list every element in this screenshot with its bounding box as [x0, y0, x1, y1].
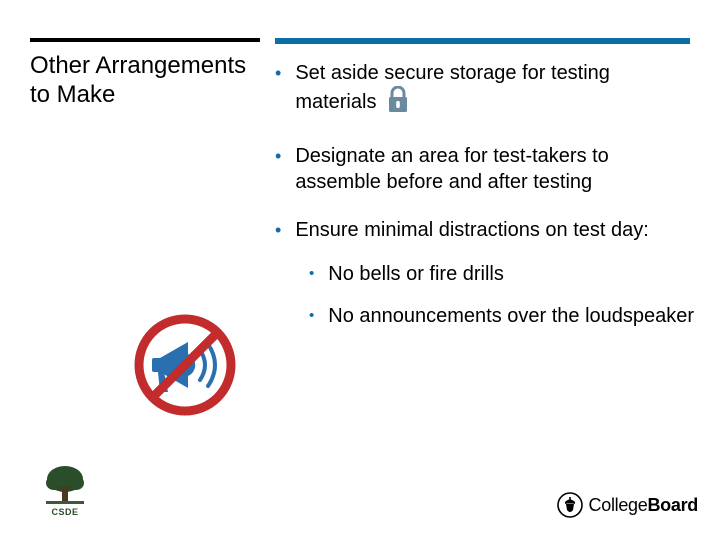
sub-bullet-item: • No bells or fire drills [309, 261, 695, 287]
divider-right [275, 38, 690, 44]
bullet-marker: • [275, 217, 281, 243]
bullet-marker: • [309, 303, 314, 329]
bullet-marker: • [309, 261, 314, 287]
bullet-item: • Designate an area for test-takers to a… [275, 143, 695, 195]
collegeboard-text: CollegeBoard [589, 495, 698, 516]
cb-prefix: College [589, 495, 648, 515]
bullet-marker: • [275, 60, 281, 86]
acorn-icon [557, 492, 583, 518]
bullet-text: Ensure minimal distractions on test day: [295, 217, 649, 243]
no-announcements-icon [130, 310, 240, 420]
bullet-marker: • [275, 143, 281, 169]
slide: Other Arrangements to Make • Set aside s… [0, 0, 720, 540]
bullet-text: Designate an area for test-takers to ass… [295, 143, 695, 195]
bullet-item: • Ensure minimal distractions on test da… [275, 217, 695, 243]
sub-bullet-list: • No bells or fire drills • No announcem… [309, 261, 695, 329]
sub-bullet-text: No announcements over the loudspeaker [328, 303, 694, 329]
bullet-label: Set aside secure storage for testing mat… [295, 62, 610, 113]
csde-logo-label: CSDE [51, 507, 78, 517]
lock-icon [386, 86, 410, 121]
sub-bullet-item: • No announcements over the loudspeaker [309, 303, 695, 329]
content-area: • Set aside secure storage for testing m… [275, 60, 695, 345]
collegeboard-logo: CollegeBoard [557, 492, 698, 518]
bullet-text: Set aside secure storage for testing mat… [295, 60, 695, 121]
slide-title: Other Arrangements to Make [30, 52, 255, 110]
tree-icon [42, 465, 88, 505]
csde-logo: CSDE [25, 452, 105, 522]
divider-left [30, 38, 260, 42]
bullet-item: • Set aside secure storage for testing m… [275, 60, 695, 121]
sub-bullet-text: No bells or fire drills [328, 261, 504, 287]
csde-logo-sub [64, 518, 65, 522]
cb-suffix: Board [647, 495, 698, 515]
